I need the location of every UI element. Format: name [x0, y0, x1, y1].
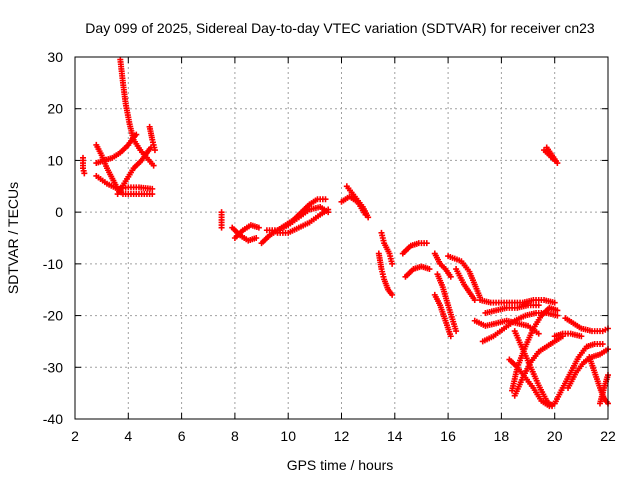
data-point: [554, 307, 561, 314]
x-tick-label: 18: [494, 428, 510, 444]
x-tick-label: 8: [231, 428, 239, 444]
data-point: [578, 333, 585, 340]
x-tick-label: 22: [600, 428, 616, 444]
data-point: [149, 191, 156, 198]
x-tick-label: 10: [280, 428, 296, 444]
data-point: [389, 291, 396, 298]
data-point: [253, 235, 260, 241]
data-point: [150, 162, 157, 169]
data-point: [322, 196, 329, 203]
data-point: [535, 302, 542, 309]
data-point: [447, 273, 454, 280]
x-tick-label: 20: [547, 428, 563, 444]
data-point: [554, 312, 561, 319]
plot-frame: [74, 56, 609, 420]
data-point: [218, 224, 225, 231]
y-tick-label: 30: [47, 49, 63, 65]
y-tick-label: 10: [47, 152, 63, 168]
x-tick-label: 6: [178, 428, 186, 444]
x-tick-label: 4: [124, 428, 132, 444]
data-point: [389, 260, 396, 267]
y-tick-label: -10: [43, 256, 63, 272]
data-point: [149, 185, 156, 192]
y-tick-label: 20: [47, 101, 63, 117]
y-axis-label: SDTVAR / TECUs: [5, 182, 21, 294]
chart-title: Day 099 of 2025, Sidereal Day-to-day VTE…: [85, 20, 595, 36]
data-points: [79, 56, 611, 410]
y-tick-label: -30: [43, 359, 63, 375]
data-point: [255, 224, 262, 231]
x-tick-label: 2: [71, 428, 79, 444]
data-point: [599, 341, 606, 348]
x-tick-label: 16: [440, 428, 456, 444]
data-point: [426, 266, 433, 273]
x-axis-label: GPS time / hours: [287, 457, 394, 473]
grid: [75, 57, 608, 419]
y-tick-label: -40: [43, 411, 63, 427]
y-tick-labels: 30 20 10 0 -10 -20 -30 -40: [43, 49, 63, 427]
x-tick-label: 12: [334, 428, 350, 444]
data-point: [447, 333, 454, 340]
data-point: [81, 170, 88, 177]
data-point: [325, 206, 332, 213]
data-point: [423, 240, 430, 247]
data-point: [535, 330, 542, 337]
data-point: [453, 328, 460, 335]
data-point: [133, 131, 140, 138]
x-tick-labels: 2 4 6 8 10 12 14 16 18 20 22: [71, 428, 616, 444]
data-point: [365, 214, 372, 221]
data-point: [551, 299, 558, 306]
data-point: [471, 297, 478, 304]
data-point: [554, 160, 561, 167]
y-tick-label: 0: [55, 204, 63, 220]
x-tick-label: 14: [387, 428, 403, 444]
data-point: [151, 147, 158, 154]
y-tick-label: -20: [43, 308, 63, 324]
